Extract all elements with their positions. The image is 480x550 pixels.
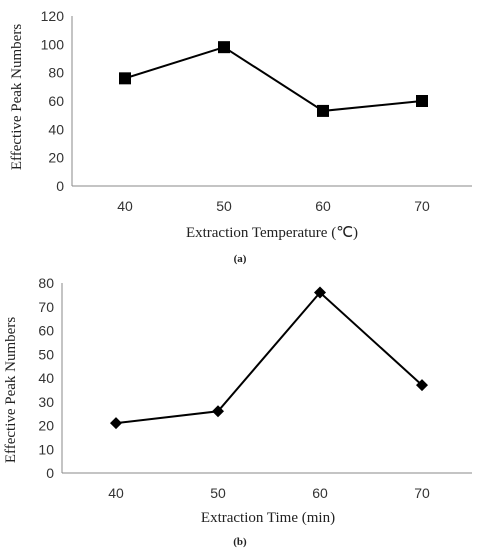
y-tick-label: 10: [38, 441, 54, 457]
series-line: [124, 46, 423, 112]
y-tick-labels: 0 10 20 30 40 50 60 70 80: [38, 275, 54, 481]
series-line: [115, 291, 423, 425]
panel-label-b: (b): [233, 536, 247, 548]
y-tick-label: 80: [48, 65, 64, 81]
y-tick-label: 0: [46, 465, 54, 481]
y-tick-label: 50: [38, 346, 54, 362]
x-axis-title: Extraction Time (min): [201, 510, 335, 526]
series: [119, 41, 428, 117]
chart-panel-b: 0 10 20 30 40 50 60 70 80 40 50 60 70 Effective Pea…: [3, 275, 472, 548]
data-point-marker: [110, 417, 122, 430]
x-tick-label: 70: [414, 485, 430, 501]
data-point-marker: [212, 405, 224, 418]
data-point-marker: [314, 286, 326, 299]
y-tick-label: 40: [48, 121, 64, 137]
data-point-marker: [416, 95, 428, 107]
x-tick-labels: 40 50 60 70: [117, 198, 430, 214]
y-tick-label: 20: [38, 418, 54, 434]
x-tick-label: 60: [315, 198, 331, 214]
data-point-marker: [317, 104, 329, 117]
series: [110, 286, 428, 430]
x-axis-title: Extraction Temperature (℃): [186, 225, 358, 241]
y-tick-label: 80: [38, 275, 54, 291]
y-tick-label: 0: [56, 178, 64, 194]
chart-panel-a: 0 20 40 60 80 100 120 40 50 60 70 Effective Peak …: [9, 8, 472, 265]
x-tick-label: 60: [312, 485, 328, 501]
x-tick-label: 50: [210, 485, 226, 501]
y-axis-title: Effective Peak Numbers: [3, 317, 19, 464]
data-point-marker: [218, 41, 230, 54]
y-tick-label: 60: [48, 93, 64, 109]
y-tick-label: 100: [41, 36, 65, 52]
x-tick-label: 40: [117, 198, 133, 214]
x-tick-labels: 40 50 60 70: [108, 485, 430, 501]
x-tick-label: 70: [414, 198, 430, 214]
data-point-marker: [119, 72, 131, 85]
y-tick-label: 40: [38, 370, 54, 386]
y-tick-label: 20: [48, 150, 64, 166]
x-tick-label: 40: [108, 485, 124, 501]
y-tick-labels: 0 20 40 60 80 100 120: [41, 8, 65, 194]
y-axis-title: Effective Peak Numbers: [9, 24, 25, 171]
data-point-marker: [416, 379, 428, 392]
x-tick-label: 50: [216, 198, 232, 214]
y-tick-label: 60: [38, 323, 54, 339]
y-tick-label: 30: [38, 394, 54, 410]
panel-label-a: (a): [234, 253, 247, 265]
y-tick-label: 120: [41, 8, 65, 24]
y-tick-label: 70: [38, 299, 54, 315]
